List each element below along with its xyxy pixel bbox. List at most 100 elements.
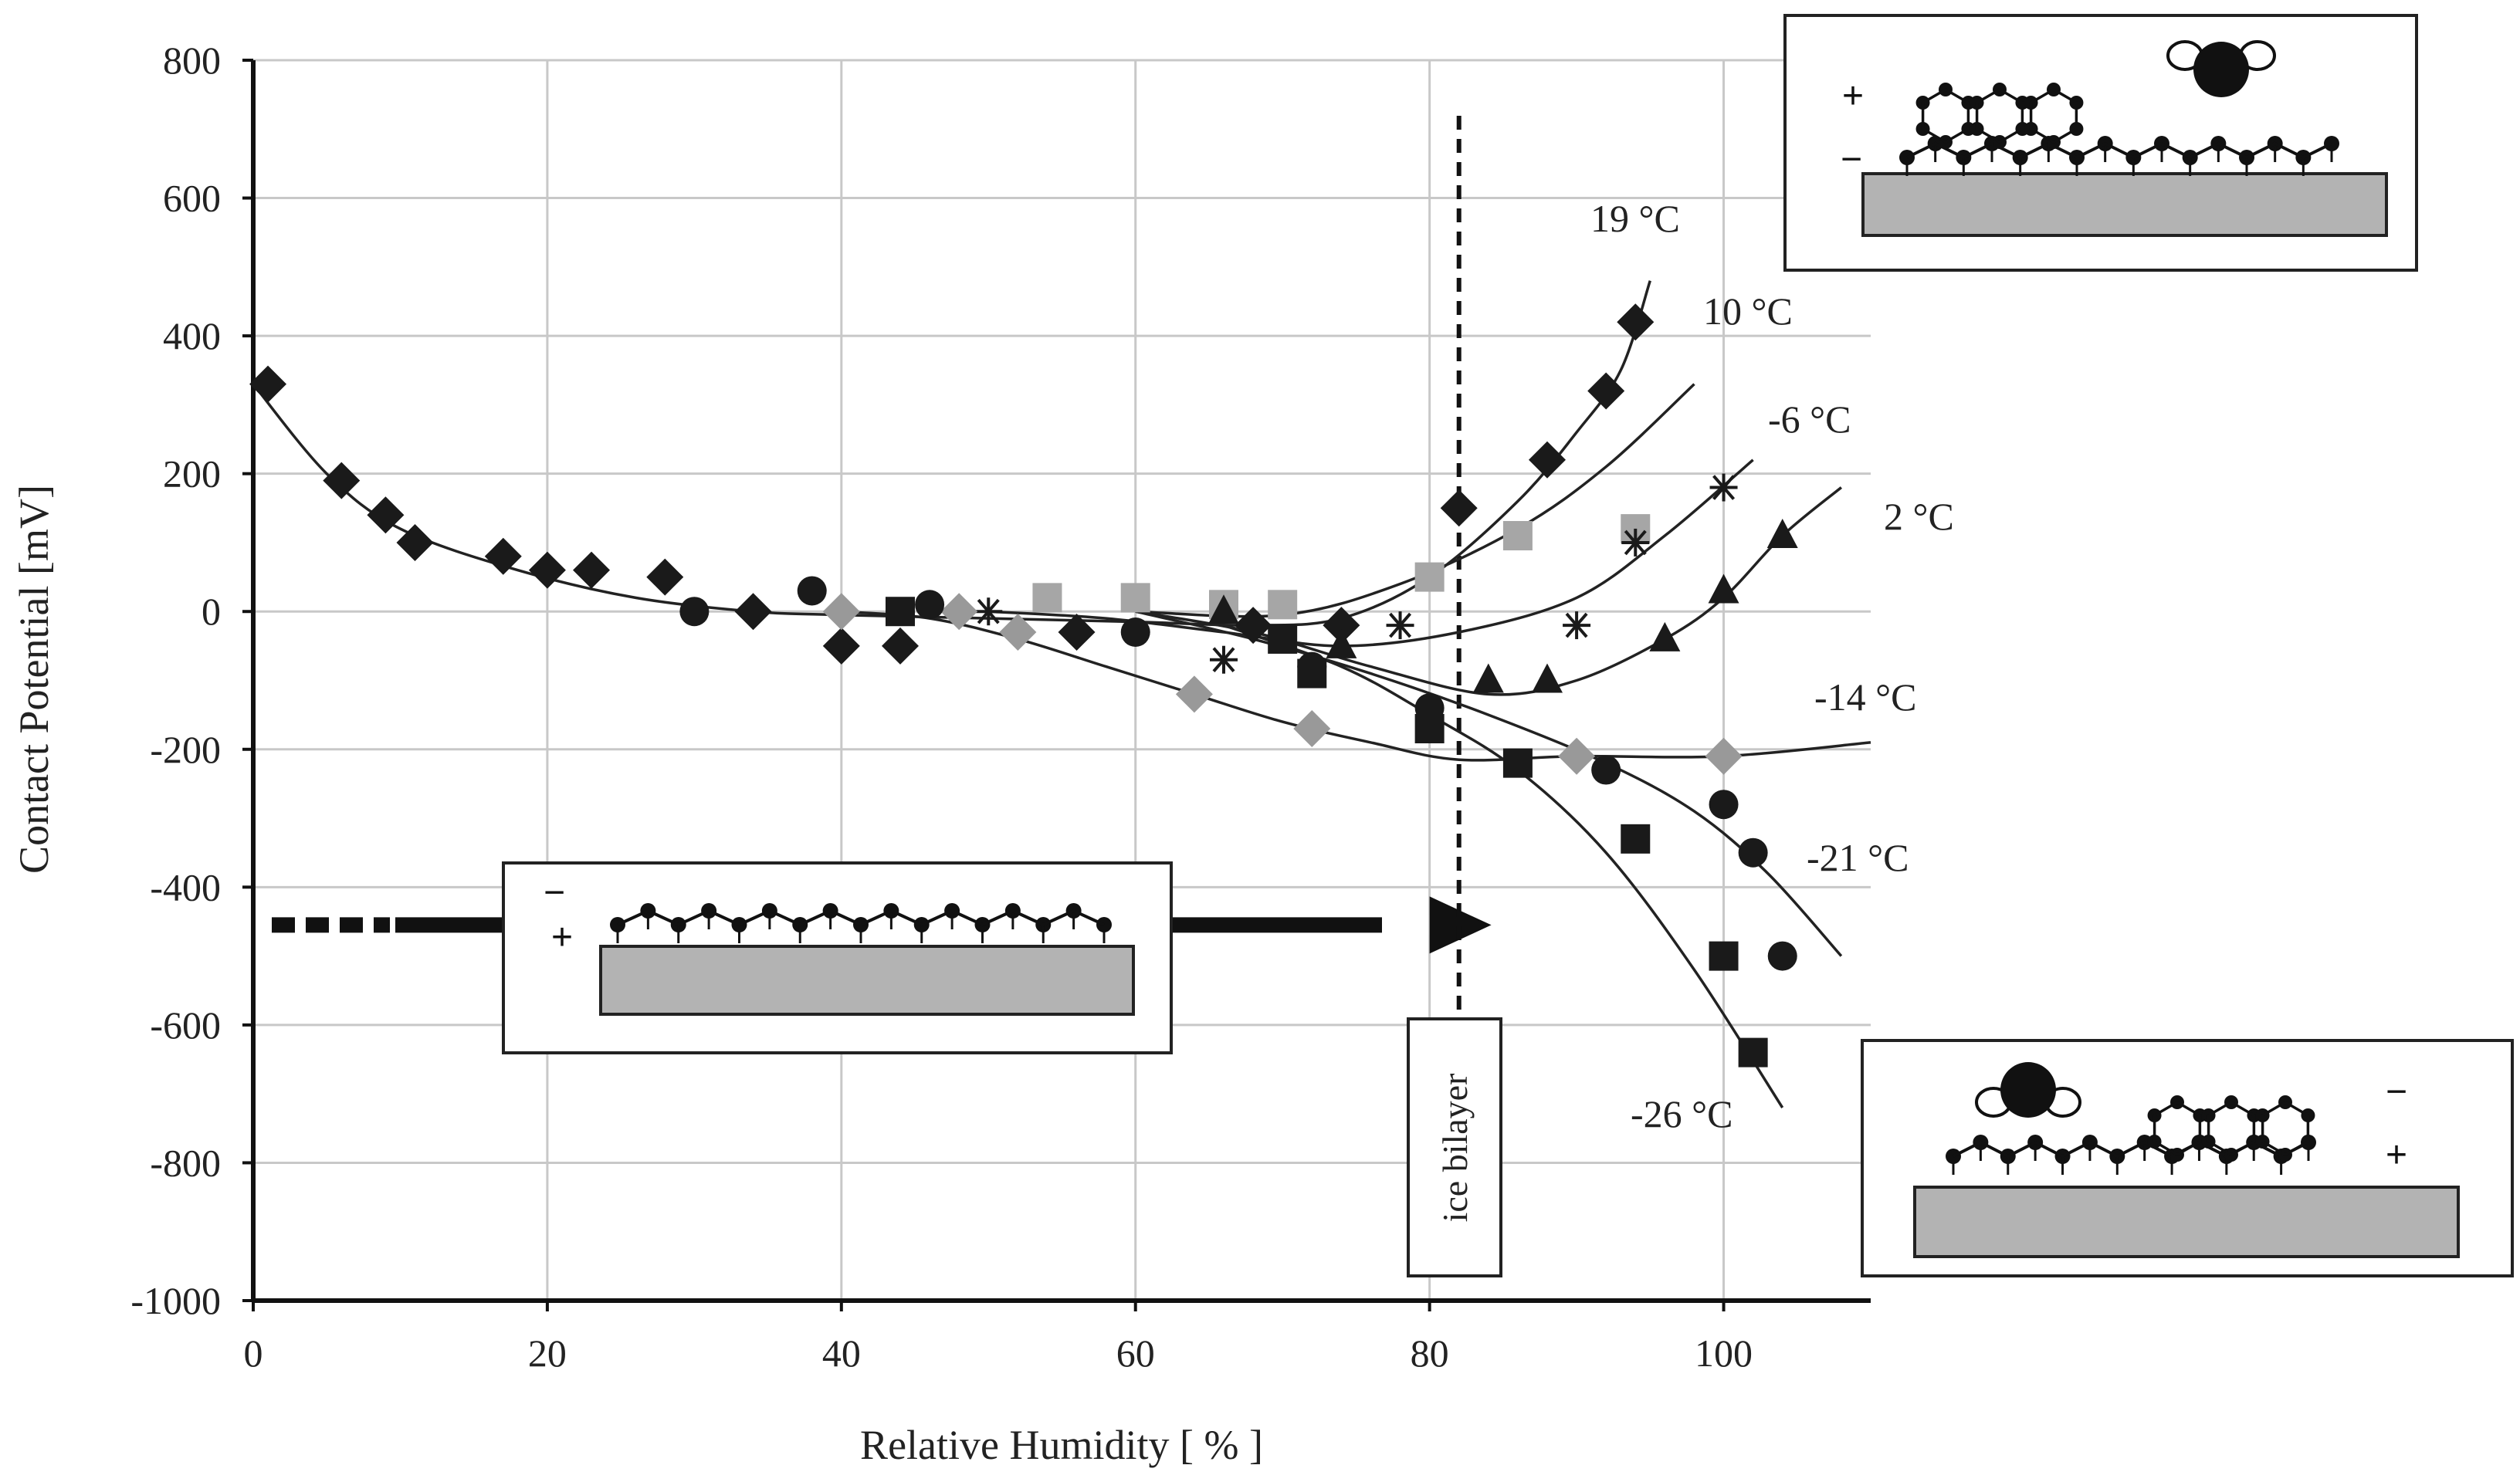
- arrow-head: [1429, 896, 1492, 954]
- fit-curve: [841, 610, 1871, 762]
- x-tick-label: 0: [244, 1331, 263, 1375]
- hex-ring: [2029, 87, 2078, 144]
- data-point: [1502, 521, 1533, 551]
- data-point: [1591, 755, 1621, 785]
- data-point: [528, 551, 566, 589]
- y-tick-label: -200: [150, 728, 221, 771]
- curve-labels: 19 °C 10 °C -6 °C 2 °C -14 °C -21 °C -26 °C: [1590, 197, 1954, 1135]
- y-tick-label: 400: [163, 314, 221, 357]
- data-point: [797, 576, 827, 606]
- data-point: [1440, 489, 1478, 527]
- water-oxygen: [2193, 42, 2249, 97]
- curve-label: -14 °C: [1814, 675, 1917, 719]
- data-point: [1268, 590, 1298, 620]
- data-point: [323, 462, 361, 499]
- y-axis-title: Contact Potential [mV]: [11, 485, 57, 874]
- data-point: [679, 597, 710, 627]
- y-tick-label: 0: [202, 590, 221, 633]
- ice-bilayer-label: ice bilayer: [1435, 1074, 1475, 1223]
- data-point: [1621, 528, 1650, 557]
- inset-top-right: + −: [1783, 14, 2418, 272]
- x-tick-label: 20: [528, 1331, 567, 1375]
- curve-label: 2 °C: [1884, 495, 1954, 538]
- data-point: [1323, 607, 1360, 645]
- data-point: [1386, 611, 1414, 640]
- data-point: [915, 590, 945, 620]
- water-oxygen: [2000, 1062, 2056, 1118]
- y-tick-label: -1000: [130, 1279, 221, 1322]
- data-point: [1738, 837, 1768, 868]
- inset-monolayer-molecules: [610, 903, 1112, 943]
- y-tick-label: 600: [163, 177, 221, 220]
- data-point: [484, 537, 522, 575]
- water-molecule-icon: [2166, 40, 2276, 97]
- ice-bilayer-box: [1407, 1017, 1502, 1277]
- curve-label: -6 °C: [1768, 398, 1851, 441]
- ice-bilayer-label-box: ice bilayer: [1407, 1017, 1502, 1277]
- y-tick-label: 200: [163, 452, 221, 496]
- data-point: [1414, 713, 1445, 743]
- curve-label: 10 °C: [1703, 289, 1793, 333]
- x-tick-label: 100: [1695, 1331, 1753, 1375]
- data-point: [1293, 709, 1331, 747]
- data-point: [573, 551, 611, 589]
- data-point: [1709, 941, 1739, 971]
- data-point: [1563, 611, 1591, 640]
- data-point: [882, 627, 919, 665]
- hex-ring: [1921, 87, 1970, 144]
- fit-curve: [1223, 624, 1784, 1108]
- data-point: [1738, 1037, 1768, 1068]
- data-point: [1208, 594, 1239, 624]
- data-point: [1649, 621, 1681, 651]
- data-point: [940, 593, 978, 631]
- grid-lines: [253, 59, 1871, 1301]
- y-tick-label: -800: [150, 1141, 221, 1184]
- data-point: [886, 597, 915, 627]
- curve-label: 19 °C: [1590, 197, 1680, 240]
- hex-ring: [2207, 1100, 2256, 1157]
- data-point: [1414, 562, 1445, 592]
- inset-bottom-right-molecules: [1946, 1095, 2316, 1175]
- data-point: [1709, 790, 1739, 820]
- data-point: [822, 593, 860, 631]
- hex-ring: [2261, 1100, 2310, 1157]
- data-point: [1032, 583, 1062, 613]
- x-tick-label: 40: [822, 1331, 861, 1375]
- data-point: [1767, 941, 1797, 971]
- water-molecule-icon: [1975, 1062, 2081, 1118]
- data-point: [1297, 658, 1327, 689]
- x-tick-label: 60: [1116, 1331, 1155, 1375]
- data-point: [1175, 675, 1213, 713]
- data-point: [1235, 607, 1272, 645]
- data-point: [1502, 748, 1533, 778]
- data-point: [1617, 303, 1655, 341]
- y-tick-label: -600: [150, 1003, 221, 1047]
- data-point: [646, 558, 684, 596]
- tick-labels: 0 20 40 60 80 100 -1000 -800 -600 -400 -200 0 200 400…: [130, 39, 1753, 1375]
- data-point: [1120, 583, 1150, 613]
- data-point: [1529, 441, 1566, 479]
- inset-top-right-plus: +: [1842, 76, 1864, 117]
- data-point: [734, 593, 772, 631]
- curve-label: -21 °C: [1807, 836, 1909, 879]
- data-point: [822, 627, 860, 665]
- data-point: [396, 523, 434, 561]
- curve-label: -26 °C: [1631, 1092, 1733, 1135]
- data-point: [1621, 824, 1651, 854]
- fit-curve: [1135, 383, 1695, 618]
- data-points: [249, 303, 1798, 1068]
- data-point: [1058, 614, 1096, 651]
- data-point: [1472, 663, 1504, 693]
- data-point: [1558, 737, 1596, 775]
- data-point: [249, 365, 287, 403]
- data-point: [1709, 473, 1738, 502]
- inset-bottom-right-plus: +: [2386, 1135, 2407, 1176]
- x-tick-label: 80: [1411, 1331, 1449, 1375]
- data-point: [1766, 519, 1798, 549]
- data-point: [1708, 574, 1739, 604]
- inset-top-right-minus: −: [1841, 139, 1862, 180]
- axes: [251, 60, 1871, 1303]
- data-point: [1705, 737, 1743, 775]
- inset-monolayer-plus: +: [551, 917, 573, 958]
